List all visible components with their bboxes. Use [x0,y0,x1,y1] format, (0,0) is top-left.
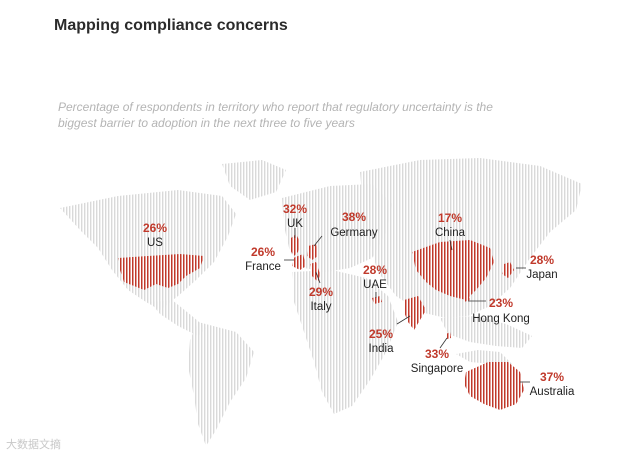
land-masses [60,158,582,446]
label-italy-name: Italy [310,301,331,313]
region-singapore [446,332,451,339]
territory-labels: 26% US 32% UK 26% France 38% Germany 29%… [143,202,575,398]
region-germany [307,244,318,260]
label-uae-value: 28% [363,263,387,277]
landmass-oceania [456,350,512,364]
subtitle-line-2: biggest barrier to adoption in the next … [58,116,355,130]
label-france-value: 26% [251,245,275,259]
region-uk [290,234,300,256]
label-japan-name: Japan [526,269,557,281]
leader-singapore [439,337,448,349]
leader-italy [315,271,321,284]
label-hong-kong-name: Hong Kong [472,313,530,325]
region-hong-kong [463,294,470,302]
region-australia [464,362,524,410]
label-china-name: China [435,227,466,239]
label-india-value: 25% [369,327,393,341]
leader-india [396,315,411,325]
label-hong-kong-value: 23% [489,296,513,310]
region-france [292,254,306,270]
region-india [404,296,426,330]
label-australia-value: 37% [540,370,564,384]
label-germany-value: 38% [342,210,366,224]
label-china-value: 17% [438,211,462,225]
landmass-greenland [222,160,286,200]
chart-subtitle: Percentage of respondents in territory w… [58,99,528,131]
region-japan [502,262,514,278]
landmass-south-america [188,322,254,446]
region-china [412,240,494,300]
watermark: 大数据文摘 [6,439,61,451]
label-singapore-name: Singapore [411,363,463,375]
label-india-name: India [369,343,395,355]
label-singapore-value: 33% [425,347,449,361]
label-japan-value: 28% [530,253,554,267]
landmass-asia [360,158,582,318]
region-us [118,254,204,290]
label-italy-value: 29% [309,285,333,299]
label-uae-name: UAE [363,279,387,291]
highlighted-territories [118,234,524,410]
label-uk-value: 32% [283,202,307,216]
label-australia-name: Australia [530,386,575,398]
label-uk-name: UK [287,218,303,230]
chart-title: Mapping compliance concerns [54,17,288,34]
region-uae [372,296,382,304]
leader-germany [313,235,323,247]
label-us-value: 26% [143,221,167,235]
landmass-southeast-asia [440,316,532,348]
landmass-africa [292,270,398,414]
subtitle-line-1: Percentage of respondents in territory w… [58,100,493,114]
landmass-central-america [150,300,206,336]
landmass-north-america [60,190,236,310]
label-us-name: US [147,237,163,249]
label-germany-name: Germany [330,227,378,239]
leader-lines [284,228,530,383]
leader-china [449,239,453,251]
label-france-name: France [245,261,281,273]
